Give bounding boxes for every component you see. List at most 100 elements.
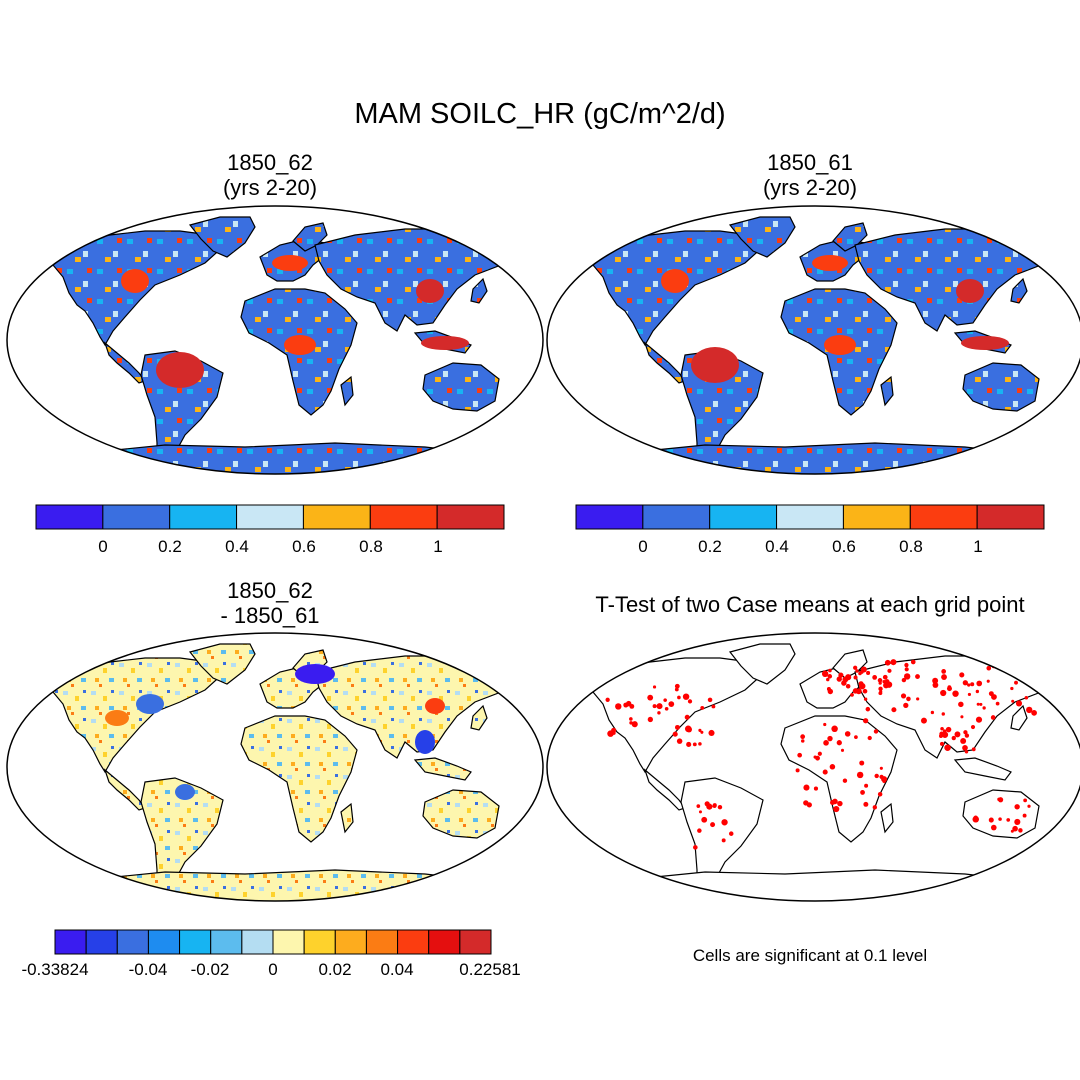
map-panel-diff — [6, 632, 544, 902]
significant-cell — [891, 707, 897, 713]
significant-cell — [1031, 710, 1037, 716]
significant-cell — [976, 702, 980, 706]
significant-cell — [682, 693, 690, 700]
significant-cell — [855, 669, 859, 673]
significant-cell — [916, 697, 920, 701]
significant-cell — [863, 801, 869, 807]
colorbar-case1-box — [369, 504, 438, 530]
significant-cell — [979, 702, 983, 706]
significant-cell — [863, 718, 869, 724]
colorbar-case1-box — [102, 504, 171, 530]
significant-cell — [721, 838, 726, 843]
significant-cell — [1015, 700, 1023, 707]
significant-cell — [668, 701, 675, 707]
significant-cell — [990, 824, 997, 831]
significant-cell — [823, 722, 827, 727]
map-frame-case1 — [6, 205, 544, 475]
significant-cell — [674, 724, 680, 730]
colorbar-case1-tick: 0.6 — [292, 537, 316, 556]
significant-cell — [945, 726, 952, 733]
significant-cell — [611, 731, 616, 735]
significant-cell — [826, 686, 831, 691]
significant-cell — [657, 711, 661, 715]
significant-cell — [941, 712, 945, 716]
map-frame-diff — [6, 632, 544, 902]
significant-cell — [863, 697, 868, 701]
colorbar-diff-box — [428, 929, 461, 955]
significant-cell — [986, 665, 992, 671]
significance-note: Cells are significant at 0.1 level — [692, 946, 928, 965]
significant-cell — [853, 665, 858, 670]
significant-cell — [1006, 818, 1011, 822]
colorbar-diff-box — [116, 929, 149, 955]
significant-cell — [605, 697, 610, 702]
significant-cell — [707, 697, 713, 703]
significant-cell — [625, 700, 632, 707]
significant-cell — [915, 674, 920, 680]
significant-cell — [878, 681, 882, 685]
colorbar-case2-box — [976, 504, 1045, 530]
significant-cell — [988, 817, 994, 823]
significant-cell — [867, 735, 872, 741]
significant-cell — [940, 726, 944, 731]
significant-cell — [1026, 706, 1033, 714]
significant-cell — [962, 680, 968, 686]
colorbar-case1-box — [436, 504, 505, 530]
significant-cell — [982, 706, 986, 710]
significant-cell — [954, 731, 961, 738]
significant-cell — [836, 676, 842, 682]
colorbar-diff — [54, 929, 492, 955]
significant-cell — [1011, 699, 1015, 703]
colorbar-diff-box — [54, 929, 87, 955]
significant-cell — [687, 699, 693, 704]
colorbar-case2-tick: 0.6 — [832, 537, 856, 556]
significant-cell — [967, 683, 971, 687]
significant-cell — [1033, 661, 1037, 665]
significant-cell — [972, 816, 980, 823]
colorbar-case1-box — [35, 504, 104, 530]
map-frame-case2 — [546, 205, 1080, 475]
significant-cell — [970, 724, 976, 730]
significant-cell — [1010, 686, 1014, 691]
panel-title-case2: 1850_61 (yrs 2-20) — [660, 150, 960, 200]
significant-cell — [951, 735, 956, 741]
colorbar-case1-box — [302, 504, 371, 530]
significant-cell — [941, 674, 947, 680]
significant-cell — [1014, 804, 1020, 810]
significant-cell — [910, 659, 916, 665]
significant-cell — [813, 786, 819, 791]
colorbar-diff-box — [303, 929, 336, 955]
colorbar-diff-box — [210, 929, 243, 955]
colorbar-diff-tick: -0.04 — [128, 960, 168, 979]
significant-cell — [864, 783, 869, 788]
significant-cell — [854, 735, 858, 740]
colorbar-diff-box — [459, 929, 492, 955]
significant-cell — [900, 693, 907, 699]
significant-cell — [797, 752, 802, 758]
colorbar-diff-tick: 0.02 — [318, 960, 352, 979]
significant-cell — [821, 670, 829, 678]
significant-cell — [674, 683, 680, 689]
significant-cell — [859, 670, 864, 674]
significant-cell — [932, 677, 939, 684]
colorbar-case1-tick: 0.2 — [158, 537, 182, 556]
colorbar-case2-box — [642, 504, 711, 530]
colorbar-case2 — [575, 504, 1045, 530]
significant-cell — [840, 748, 845, 752]
colorbar-case2-tick: 0.8 — [899, 537, 923, 556]
colorbar-case2-box — [842, 504, 911, 530]
colorbar-case2-tick: 0 — [638, 537, 648, 556]
significant-cell — [991, 694, 997, 700]
significant-cell — [700, 730, 704, 734]
colorbar-diff-box — [241, 929, 274, 955]
significant-cell — [903, 702, 909, 708]
panel-title-case1-line2: (yrs 2-20) — [222, 175, 318, 200]
significant-cell — [838, 672, 844, 678]
panel-title-ttest: T-Test of two Case means at each grid po… — [595, 592, 1025, 617]
significant-cell — [647, 694, 654, 701]
significant-cell — [850, 693, 854, 697]
map-panel-case1 — [6, 205, 544, 475]
significant-cell — [828, 668, 832, 673]
significant-cell — [693, 845, 698, 850]
significant-cell — [708, 729, 715, 737]
